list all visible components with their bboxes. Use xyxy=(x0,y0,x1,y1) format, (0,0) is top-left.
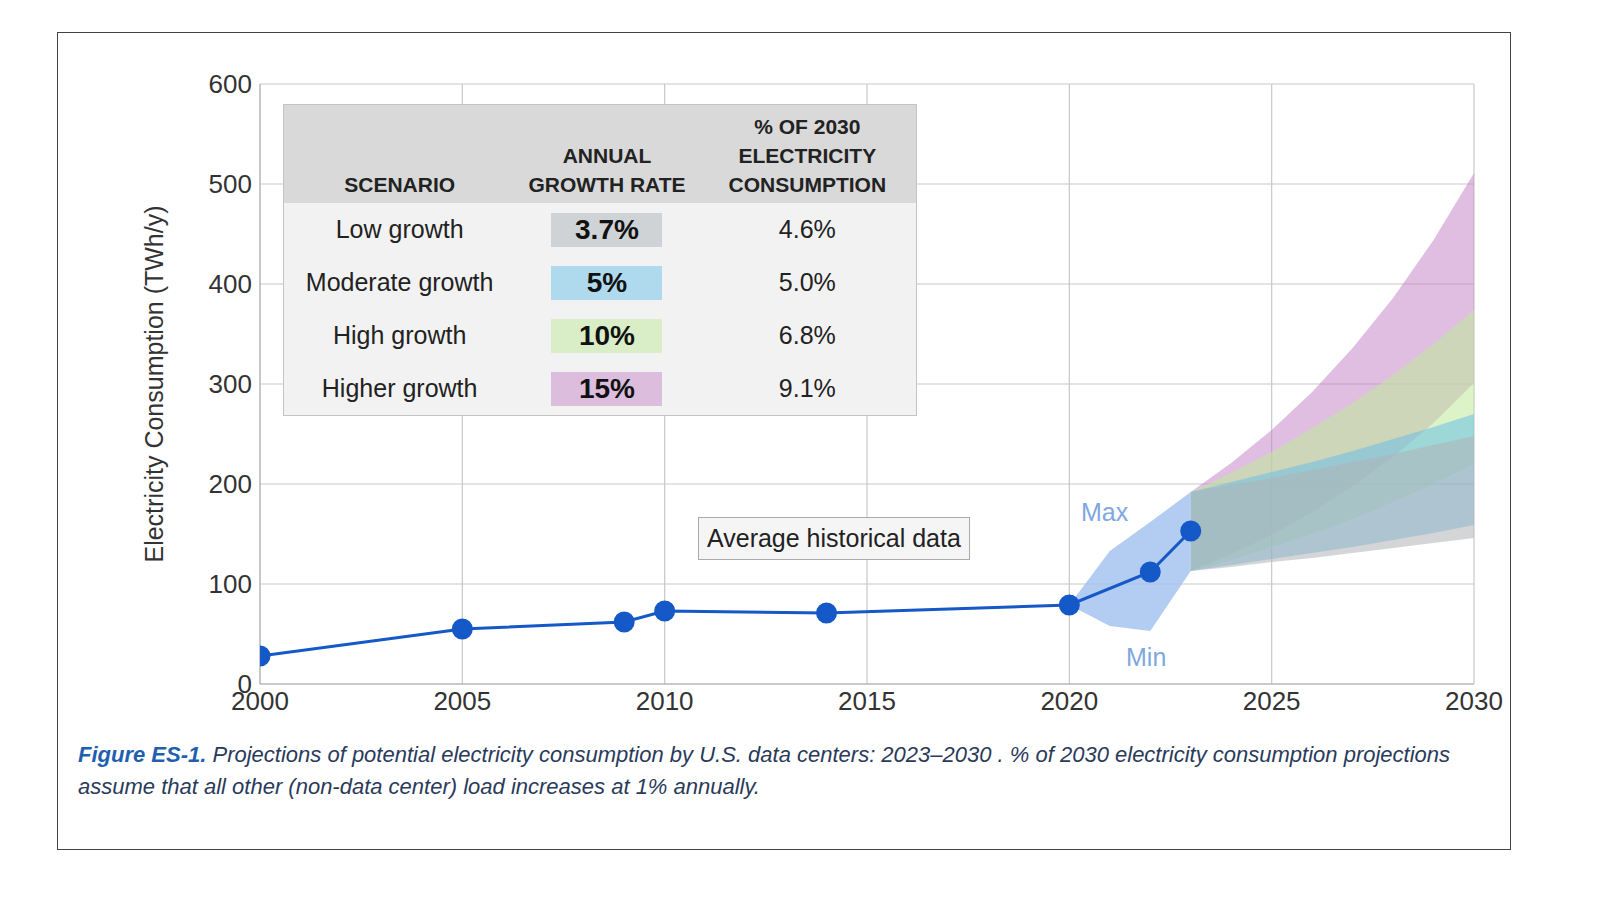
html-text:Figure ES-1. Projections of po: Figure ES-1. Projections of potential el… xyxy=(78,742,1451,799)
html-text:Higher growth: Higher growth xyxy=(321,374,478,402)
svg-text:400: 400 xyxy=(209,269,252,299)
html-text:ELECTRICITY: ELECTRICITY xyxy=(738,144,877,167)
html-text:15%: 15% xyxy=(578,372,635,404)
html-text:Moderate growth: Moderate growth xyxy=(305,268,494,296)
html-text:CONSUMPTION: CONSUMPTION xyxy=(728,173,887,196)
svg-text:2005: 2005 xyxy=(433,686,491,716)
svg-text:2000: 2000 xyxy=(231,686,289,717)
html-text:9.1%: 9.1% xyxy=(778,374,836,402)
html-text:3.7%: 3.7% xyxy=(575,213,639,245)
svg-text:2010: 2010 xyxy=(636,686,694,716)
svg-text:Electricity Consumption (TWh/y: Electricity Consumption (TWh/y) xyxy=(140,205,168,562)
html-text:4.6%: 4.6% xyxy=(778,215,836,243)
html-text:High growth: High growth xyxy=(332,321,467,349)
html-text:GROWTH RATE: GROWTH RATE xyxy=(528,173,686,196)
html-text:Min: Min xyxy=(1126,643,1167,671)
html-text:5%: 5% xyxy=(586,266,628,298)
svg-text:100: 100 xyxy=(209,569,252,599)
html-text:% OF 2030: % OF 2030 xyxy=(754,115,861,138)
svg-text:2020: 2020 xyxy=(1040,686,1098,716)
svg-text:2030: 2030 xyxy=(1445,686,1503,716)
html-text:SCENARIO: SCENARIO xyxy=(344,173,456,196)
svg-text:2015: 2015 xyxy=(838,686,896,716)
html-text:ANNUAL: ANNUAL xyxy=(562,144,652,167)
html-text:Average historical data: Average historical data xyxy=(707,524,961,552)
svg-text:600: 600 xyxy=(209,69,252,99)
svg-text:2025: 2025 xyxy=(1243,686,1301,716)
html-text:6.8%: 6.8% xyxy=(778,321,836,349)
html-text:10%: 10% xyxy=(578,319,635,351)
svg-text:500: 500 xyxy=(209,169,252,199)
svg-text:200: 200 xyxy=(209,469,252,499)
html-text:5.0%: 5.0% xyxy=(778,268,836,296)
html-text:Low growth: Low growth xyxy=(335,215,464,243)
svg-text:300: 300 xyxy=(209,369,252,399)
html-text:Max: Max xyxy=(1081,498,1129,526)
svg-text:0: 0 xyxy=(238,669,252,699)
